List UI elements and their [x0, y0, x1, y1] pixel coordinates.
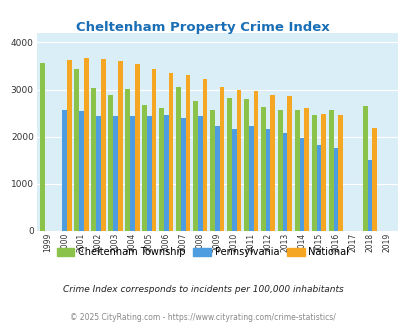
Bar — [270, 95, 275, 231]
Bar — [117, 61, 122, 231]
Bar — [299, 138, 304, 231]
Bar — [202, 79, 207, 231]
Bar — [159, 109, 164, 231]
Bar — [253, 91, 258, 231]
Bar — [125, 89, 130, 231]
Bar — [108, 95, 113, 231]
Bar — [168, 73, 173, 231]
Bar — [197, 116, 202, 231]
Bar — [260, 108, 265, 231]
Bar — [40, 63, 45, 231]
Bar — [62, 110, 67, 231]
Bar — [367, 160, 371, 231]
Bar — [96, 115, 100, 231]
Bar — [134, 64, 139, 231]
Bar — [294, 110, 299, 231]
Bar — [328, 110, 333, 231]
Bar — [185, 76, 190, 231]
Bar — [337, 115, 342, 231]
Bar — [243, 99, 248, 231]
Text: Cheltenham Property Crime Index: Cheltenham Property Crime Index — [76, 21, 329, 34]
Legend: Cheltenham Township, Pennsylvania, National: Cheltenham Township, Pennsylvania, Natio… — [53, 243, 352, 261]
Bar — [226, 98, 231, 231]
Bar — [231, 129, 236, 231]
Bar — [333, 148, 337, 231]
Bar — [142, 105, 147, 231]
Bar — [304, 108, 308, 231]
Bar — [362, 106, 367, 231]
Bar — [130, 116, 134, 231]
Bar — [219, 87, 224, 231]
Bar — [265, 129, 270, 231]
Bar — [74, 69, 79, 231]
Bar — [193, 101, 197, 231]
Bar — [311, 115, 316, 231]
Bar — [282, 133, 287, 231]
Bar — [151, 69, 156, 231]
Bar — [113, 116, 117, 231]
Bar — [371, 128, 376, 231]
Bar — [214, 126, 219, 231]
Bar — [84, 58, 88, 231]
Bar — [321, 114, 325, 231]
Bar — [100, 59, 105, 231]
Text: Crime Index corresponds to incidents per 100,000 inhabitants: Crime Index corresponds to incidents per… — [62, 285, 343, 294]
Bar — [248, 126, 253, 231]
Bar — [67, 60, 71, 231]
Bar — [236, 90, 241, 231]
Bar — [91, 88, 96, 231]
Bar — [287, 96, 292, 231]
Bar — [181, 118, 185, 231]
Bar — [164, 115, 168, 231]
Bar — [147, 116, 151, 231]
Bar — [176, 87, 181, 231]
Bar — [209, 110, 214, 231]
Bar — [79, 111, 84, 231]
Bar — [316, 145, 321, 231]
Text: © 2025 CityRating.com - https://www.cityrating.com/crime-statistics/: © 2025 CityRating.com - https://www.city… — [70, 313, 335, 322]
Bar — [277, 110, 282, 231]
